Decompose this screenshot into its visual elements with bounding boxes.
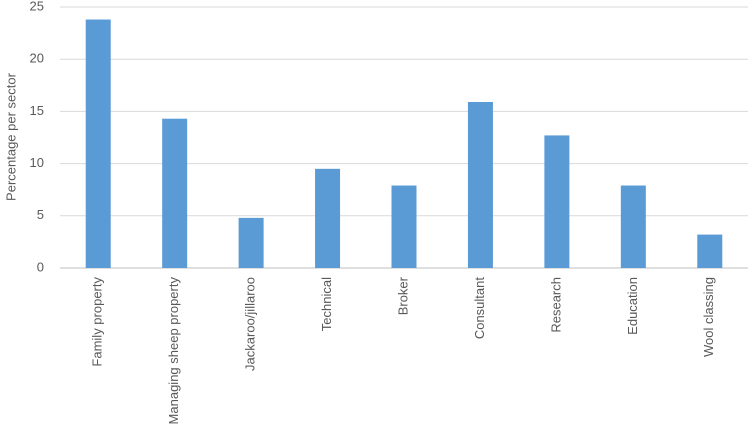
x-tick-label: Managing sheep property <box>166 277 181 425</box>
bar <box>467 102 493 268</box>
bar <box>238 217 264 268</box>
y-tick-label: 5 <box>37 207 44 222</box>
y-tick-label: 15 <box>30 103 44 118</box>
x-tick-label: Family property <box>90 277 105 367</box>
x-tick-label: Wool classing <box>701 277 716 357</box>
bar <box>315 168 341 268</box>
x-tick-label: Jackaroo/jillaroo <box>243 277 258 371</box>
x-tick-label: Broker <box>395 276 410 315</box>
y-tick-label: 20 <box>30 51 44 66</box>
bar <box>391 185 417 268</box>
bar <box>162 118 188 268</box>
x-tick-label: Education <box>625 277 640 335</box>
y-tick-label: 0 <box>37 259 44 274</box>
y-tick-label: 25 <box>30 0 44 13</box>
x-tick-label: Research <box>548 277 563 333</box>
bar <box>85 19 111 268</box>
bar <box>544 135 570 268</box>
bar <box>697 234 723 268</box>
x-tick-label: Consultant <box>472 277 487 340</box>
y-tick-label: 10 <box>30 155 44 170</box>
bar <box>620 185 646 268</box>
y-axis-label: Percentage per sector <box>3 72 18 201</box>
x-tick-label: Technical <box>319 277 334 331</box>
